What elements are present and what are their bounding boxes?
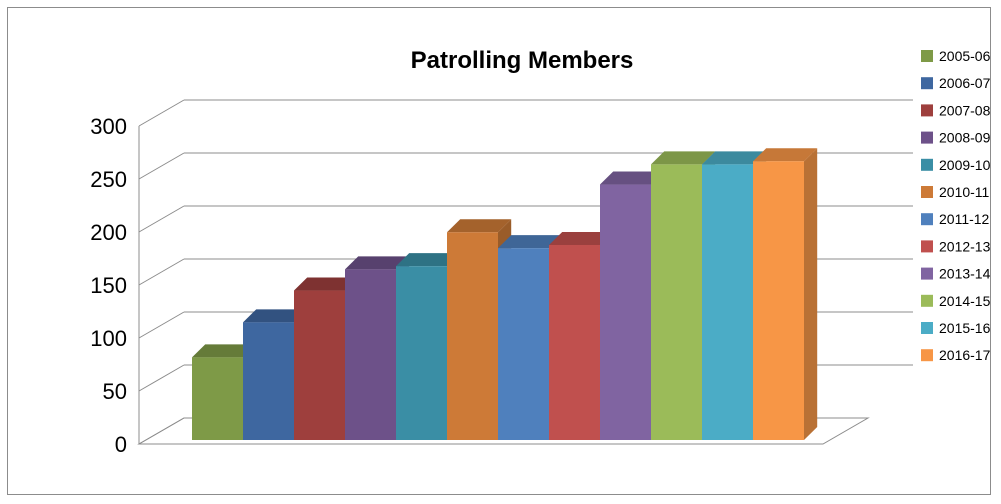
legend-item: 2015-16 — [921, 320, 991, 336]
bar-top — [498, 235, 563, 249]
legend-swatch — [921, 50, 933, 62]
legend-swatch — [921, 158, 933, 171]
bar-front — [600, 184, 651, 440]
legend-swatch — [921, 131, 933, 144]
chart-frame: Patrolling Members 0 50 100 150 200 250 300 20… — [7, 7, 991, 495]
legend-item: 2011-12 — [921, 211, 990, 227]
legend-label: 2015-16 — [939, 320, 991, 336]
legend-swatch — [921, 267, 933, 280]
legend: 2005-06 2006-07 2007-08 2008-09 2009-10 2010-… — [921, 48, 991, 363]
y-tick-label: 0 — [115, 432, 127, 457]
legend-swatch — [921, 294, 933, 307]
legend-swatch — [921, 186, 933, 198]
bars — [192, 148, 818, 441]
bar-top — [294, 277, 359, 291]
legend-swatch — [921, 240, 933, 253]
legend-label: 2009-10 — [939, 157, 991, 173]
bar-front — [498, 248, 549, 440]
gridline-side — [138, 417, 185, 445]
legend-label: 2013-14 — [939, 266, 991, 282]
bar-top — [651, 151, 716, 165]
gridline-side — [138, 258, 185, 286]
bar-top — [702, 151, 767, 165]
y-tick-label: 50 — [103, 379, 127, 404]
bar-front — [753, 161, 804, 440]
legend-item: 2014-15 — [921, 293, 991, 309]
y-axis-ticks: 0 50 100 150 200 250 300 — [90, 114, 127, 457]
legend-item: 2013-14 — [921, 266, 991, 282]
y-tick-label: 200 — [90, 220, 127, 245]
legend-item: 2008-09 — [921, 130, 991, 146]
y-tick-label: 100 — [90, 326, 127, 351]
legend-swatch — [921, 349, 933, 362]
legend-item: 2010-11 — [921, 184, 990, 200]
chart-svg: Patrolling Members 0 50 100 150 200 250 300 20… — [90, 47, 991, 457]
bar-front — [294, 290, 345, 440]
legend-label: 2014-15 — [939, 293, 991, 309]
gridline-side — [138, 311, 185, 339]
chart-title: Patrolling Members — [411, 47, 634, 74]
legend-label: 2005-06 — [939, 48, 991, 64]
legend-swatch — [921, 322, 933, 334]
bar-side — [804, 148, 818, 440]
gridline-side — [138, 99, 185, 127]
bar-front — [651, 164, 702, 440]
gridline-side — [138, 152, 185, 180]
gridline-side — [138, 205, 185, 233]
bar-front — [243, 322, 294, 440]
legend-label: 2012-13 — [939, 238, 991, 254]
legend-swatch — [921, 77, 933, 90]
legend-label: 2010-11 — [939, 184, 990, 200]
legend-item: 2009-10 — [921, 157, 991, 173]
bar-top — [600, 171, 665, 185]
bar-front — [192, 357, 243, 440]
bar-front — [447, 232, 498, 440]
legend-item: 2012-13 — [921, 238, 991, 254]
bar-top — [396, 253, 461, 267]
legend-swatch — [921, 104, 933, 117]
bar-front — [345, 269, 396, 440]
legend-label: 2016-17 — [939, 347, 991, 363]
bar-top — [243, 309, 308, 323]
y-tick-label: 250 — [90, 167, 127, 192]
legend-item: 2006-07 — [921, 75, 991, 91]
legend-item: 2007-08 — [921, 102, 991, 118]
bar-front — [702, 164, 753, 440]
legend-label: 2008-09 — [939, 130, 991, 146]
bar-front — [396, 266, 447, 440]
bar-top — [192, 344, 257, 358]
y-tick-label: 150 — [90, 273, 127, 298]
bar-front — [549, 244, 600, 440]
gridline-side — [138, 364, 185, 392]
bar-top — [447, 219, 512, 233]
legend-label: 2006-07 — [939, 75, 991, 91]
bar-top — [345, 256, 410, 270]
y-tick-label: 300 — [90, 114, 127, 139]
bar-top — [549, 231, 614, 245]
legend-label: 2007-08 — [939, 102, 991, 118]
legend-item: 2016-17 — [921, 347, 991, 363]
bar — [753, 148, 818, 440]
bar-top — [753, 148, 818, 162]
legend-swatch — [921, 213, 933, 226]
legend-item: 2005-06 — [921, 48, 991, 64]
legend-label: 2011-12 — [939, 211, 990, 227]
